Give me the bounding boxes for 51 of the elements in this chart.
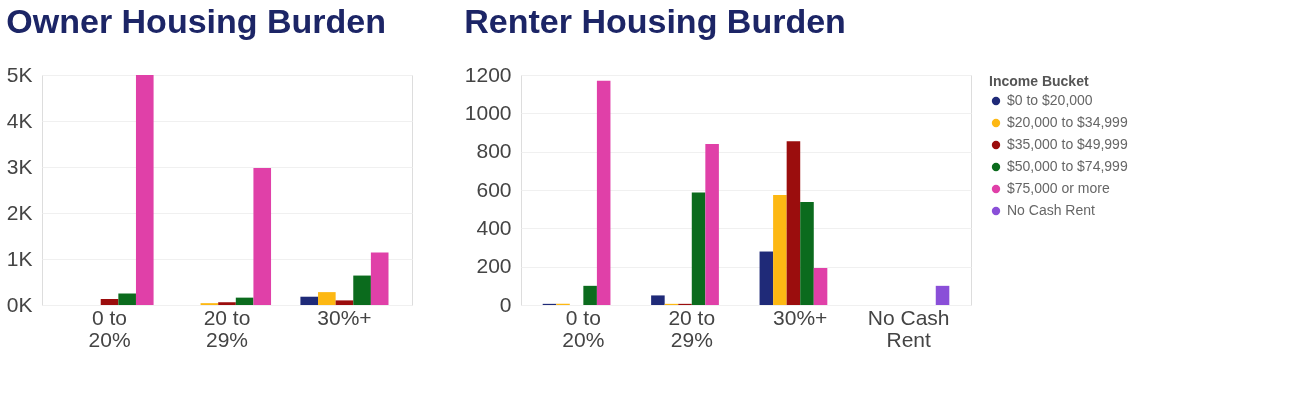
y-tick-label: 600	[476, 177, 512, 201]
legend-label: $0 to $20,000	[1007, 92, 1093, 108]
bar	[583, 285, 597, 305]
legend-label: No Cash Rent	[1007, 202, 1096, 218]
bar	[253, 167, 272, 305]
bar	[705, 144, 719, 305]
y-tick-label: 800	[476, 139, 512, 163]
bar	[235, 297, 254, 305]
legend-label: $20,000 to $34,999	[1007, 114, 1128, 130]
y-tick-label: 0K	[6, 292, 33, 316]
legend-label: $75,000 or more	[1007, 180, 1110, 196]
x-tick-label: 0 to 20%	[562, 305, 605, 351]
chart-title: Renter Housing Burden	[464, 2, 846, 40]
bar	[370, 252, 389, 305]
bar	[318, 292, 336, 305]
bar	[651, 295, 665, 305]
bar	[300, 296, 319, 305]
x-tick-label: 0 to 20%	[88, 305, 131, 351]
bar	[135, 75, 154, 305]
y-tick-label: 1000	[464, 100, 512, 124]
y-tick-label: 5K	[6, 62, 33, 86]
bar	[935, 285, 950, 305]
y-tick-label: 2K	[6, 200, 33, 224]
y-tick-label: 1K	[6, 246, 33, 270]
y-tick-label: 4K	[6, 108, 33, 132]
bar	[813, 268, 828, 305]
bar	[786, 141, 801, 305]
bar	[118, 293, 136, 305]
bar	[335, 300, 354, 305]
x-tick-label: 30%+	[317, 305, 372, 329]
chart-title: Owner Housing Burden	[6, 2, 386, 40]
bar	[596, 80, 611, 305]
bar	[353, 275, 371, 305]
bar	[218, 302, 236, 305]
x-tick-label: 30%+	[773, 305, 828, 329]
y-tick-label: 200	[476, 254, 512, 278]
x-tick-label: 20 to 29%	[668, 305, 716, 351]
x-tick-label: No Cash Rent	[867, 305, 950, 351]
y-tick-label: 400	[476, 215, 512, 239]
x-tick-label: 20 to 29%	[203, 305, 251, 351]
y-tick-label: 1200	[464, 62, 512, 86]
legend-title: Income Bucket	[989, 73, 1089, 89]
bar	[759, 251, 774, 305]
bar	[100, 299, 119, 305]
legend-label: $50,000 to $74,999	[1007, 158, 1128, 174]
y-tick-label: 3K	[6, 154, 33, 178]
bar	[773, 194, 787, 305]
bar	[691, 192, 706, 305]
y-tick-label: 0	[499, 292, 512, 316]
legend-label: $35,000 to $49,999	[1007, 136, 1128, 152]
bar	[800, 202, 814, 305]
